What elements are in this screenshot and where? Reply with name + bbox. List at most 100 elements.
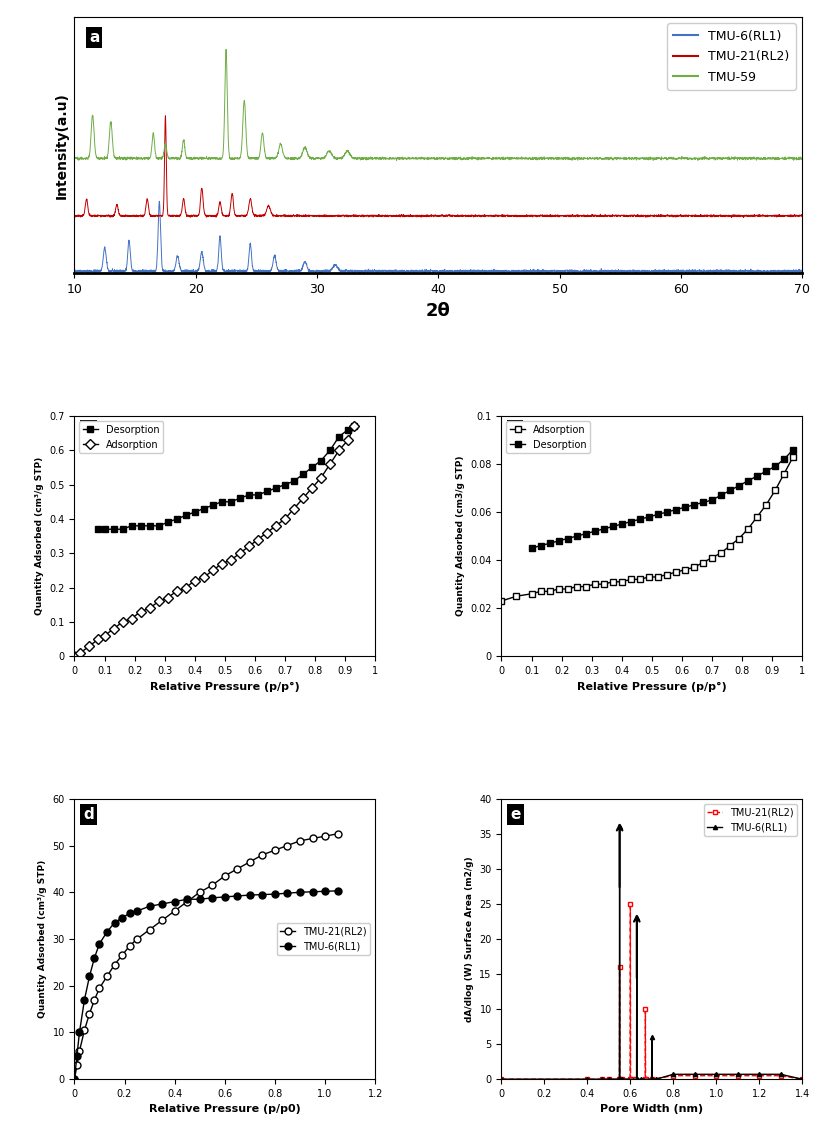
TMU-6(RL1) <box>711 1068 721 1081</box>
TMU-6(RL1) <box>614 820 624 834</box>
TMU-21(RL2) <box>690 1069 700 1083</box>
Desorption <box>635 512 645 526</box>
Adsorption <box>244 540 254 553</box>
Adsorption <box>581 579 590 593</box>
TMU-21(RL2) <box>604 1072 614 1086</box>
Y-axis label: Quantity Adsorbed (cm3/g STP): Quantity Adsorbed (cm3/g STP) <box>456 456 465 617</box>
Adsorption <box>343 433 353 446</box>
TMU-6(RL1) <box>132 904 142 918</box>
Adsorption <box>779 467 789 481</box>
Desorption <box>716 488 726 502</box>
Line: TMU-6(RL1): TMU-6(RL1) <box>500 825 805 1081</box>
Adsorption <box>680 563 690 577</box>
Adsorption <box>226 553 236 567</box>
Desorption <box>527 542 537 556</box>
Adsorption <box>662 568 672 582</box>
X-axis label: Relative Pressure (p/p0): Relative Pressure (p/p0) <box>149 1104 301 1114</box>
Desorption <box>626 515 636 528</box>
TMU-21(RL2) <box>733 1069 743 1083</box>
Desorption <box>707 493 717 507</box>
Adsorption <box>108 623 118 636</box>
Adsorption <box>208 563 218 577</box>
Adsorption <box>788 450 798 463</box>
TMU-6(RL1) <box>582 1072 592 1086</box>
TMU-21(RL2) <box>629 1072 639 1086</box>
Desorption <box>343 423 353 436</box>
TMU-6(RL1) <box>797 1072 807 1086</box>
TMU-6(RL1) <box>668 1068 678 1081</box>
TMU-6(RL1) <box>72 1049 82 1062</box>
Adsorption <box>761 498 771 511</box>
Adsorption <box>527 587 537 601</box>
TMU-21(RL2) <box>614 960 624 974</box>
Desorption <box>545 536 555 550</box>
TMU-21(RL2) <box>597 1072 607 1086</box>
TMU-21(RL2) <box>625 897 635 911</box>
Legend: Adsorption, Desorption: Adsorption, Desorption <box>506 420 590 453</box>
Desorption <box>734 478 744 492</box>
Adsorption <box>349 419 359 433</box>
TMU-21(RL2) <box>283 838 293 852</box>
Text: c: c <box>510 423 519 438</box>
Legend: TMU-21(RL2), TMU-6(RL1): TMU-21(RL2), TMU-6(RL1) <box>276 922 370 955</box>
TMU-6(RL1) <box>308 885 318 899</box>
Line: Adsorption: Adsorption <box>498 453 796 604</box>
X-axis label: Relative Pressure (p/p°): Relative Pressure (p/p°) <box>150 682 299 692</box>
TMU-6(RL1) <box>320 885 330 899</box>
Desorption <box>599 523 609 536</box>
TMU-21(RL2) <box>170 904 179 918</box>
TMU-6(RL1) <box>109 916 119 929</box>
Desorption <box>644 510 654 524</box>
Desorption <box>316 453 326 467</box>
Text: e: e <box>510 808 521 822</box>
TMU-21(RL2) <box>614 1072 624 1086</box>
TMU-21(RL2) <box>109 958 119 971</box>
Adsorption <box>334 443 344 457</box>
TMU-21(RL2) <box>72 1059 82 1072</box>
TMU-6(RL1) <box>182 893 192 907</box>
Adsorption <box>145 601 155 615</box>
Adsorption <box>743 523 753 536</box>
TMU-21(RL2) <box>776 1069 786 1083</box>
Desorption <box>145 519 155 533</box>
Adsorption <box>154 594 164 608</box>
Desorption <box>325 443 335 457</box>
Adsorption <box>136 604 146 618</box>
TMU-6(RL1) <box>94 937 104 951</box>
Desorption <box>235 492 245 506</box>
TMU-6(RL1) <box>245 888 255 902</box>
Adsorption <box>496 594 506 608</box>
Desorption <box>253 488 263 502</box>
Desorption <box>761 465 771 478</box>
TMU-6(RL1) <box>647 1030 657 1044</box>
Line: Desorption: Desorption <box>528 446 796 552</box>
Y-axis label: Intensity(a.u): Intensity(a.u) <box>55 92 69 199</box>
Desorption <box>280 478 290 492</box>
Adsorption <box>316 471 326 485</box>
Desorption <box>725 484 735 498</box>
Adsorption <box>752 510 762 524</box>
Adsorption <box>716 546 726 560</box>
TMU-6(RL1) <box>647 1072 657 1086</box>
Adsorption <box>599 577 609 591</box>
TMU-6(RL1) <box>125 907 135 920</box>
Desorption <box>334 429 344 443</box>
Desorption <box>244 488 254 502</box>
Desorption <box>571 529 581 543</box>
Adsorption <box>181 580 191 594</box>
TMU-6(RL1) <box>647 1072 657 1086</box>
TMU-21(RL2) <box>582 1072 592 1086</box>
Text: d: d <box>84 808 94 822</box>
Adsorption <box>671 566 681 579</box>
TMU-6(RL1) <box>617 1072 627 1086</box>
TMU-21(RL2) <box>640 1072 650 1086</box>
TMU-6(RL1) <box>257 887 267 901</box>
Desorption <box>136 519 146 533</box>
TMU-6(RL1) <box>690 1068 700 1081</box>
Line: Desorption: Desorption <box>95 423 357 533</box>
Line: Adsorption: Adsorption <box>71 423 357 660</box>
Adsorption <box>289 502 299 516</box>
Adsorption <box>280 512 290 526</box>
TMU-6(RL1) <box>232 889 242 903</box>
Adsorption <box>617 575 627 588</box>
